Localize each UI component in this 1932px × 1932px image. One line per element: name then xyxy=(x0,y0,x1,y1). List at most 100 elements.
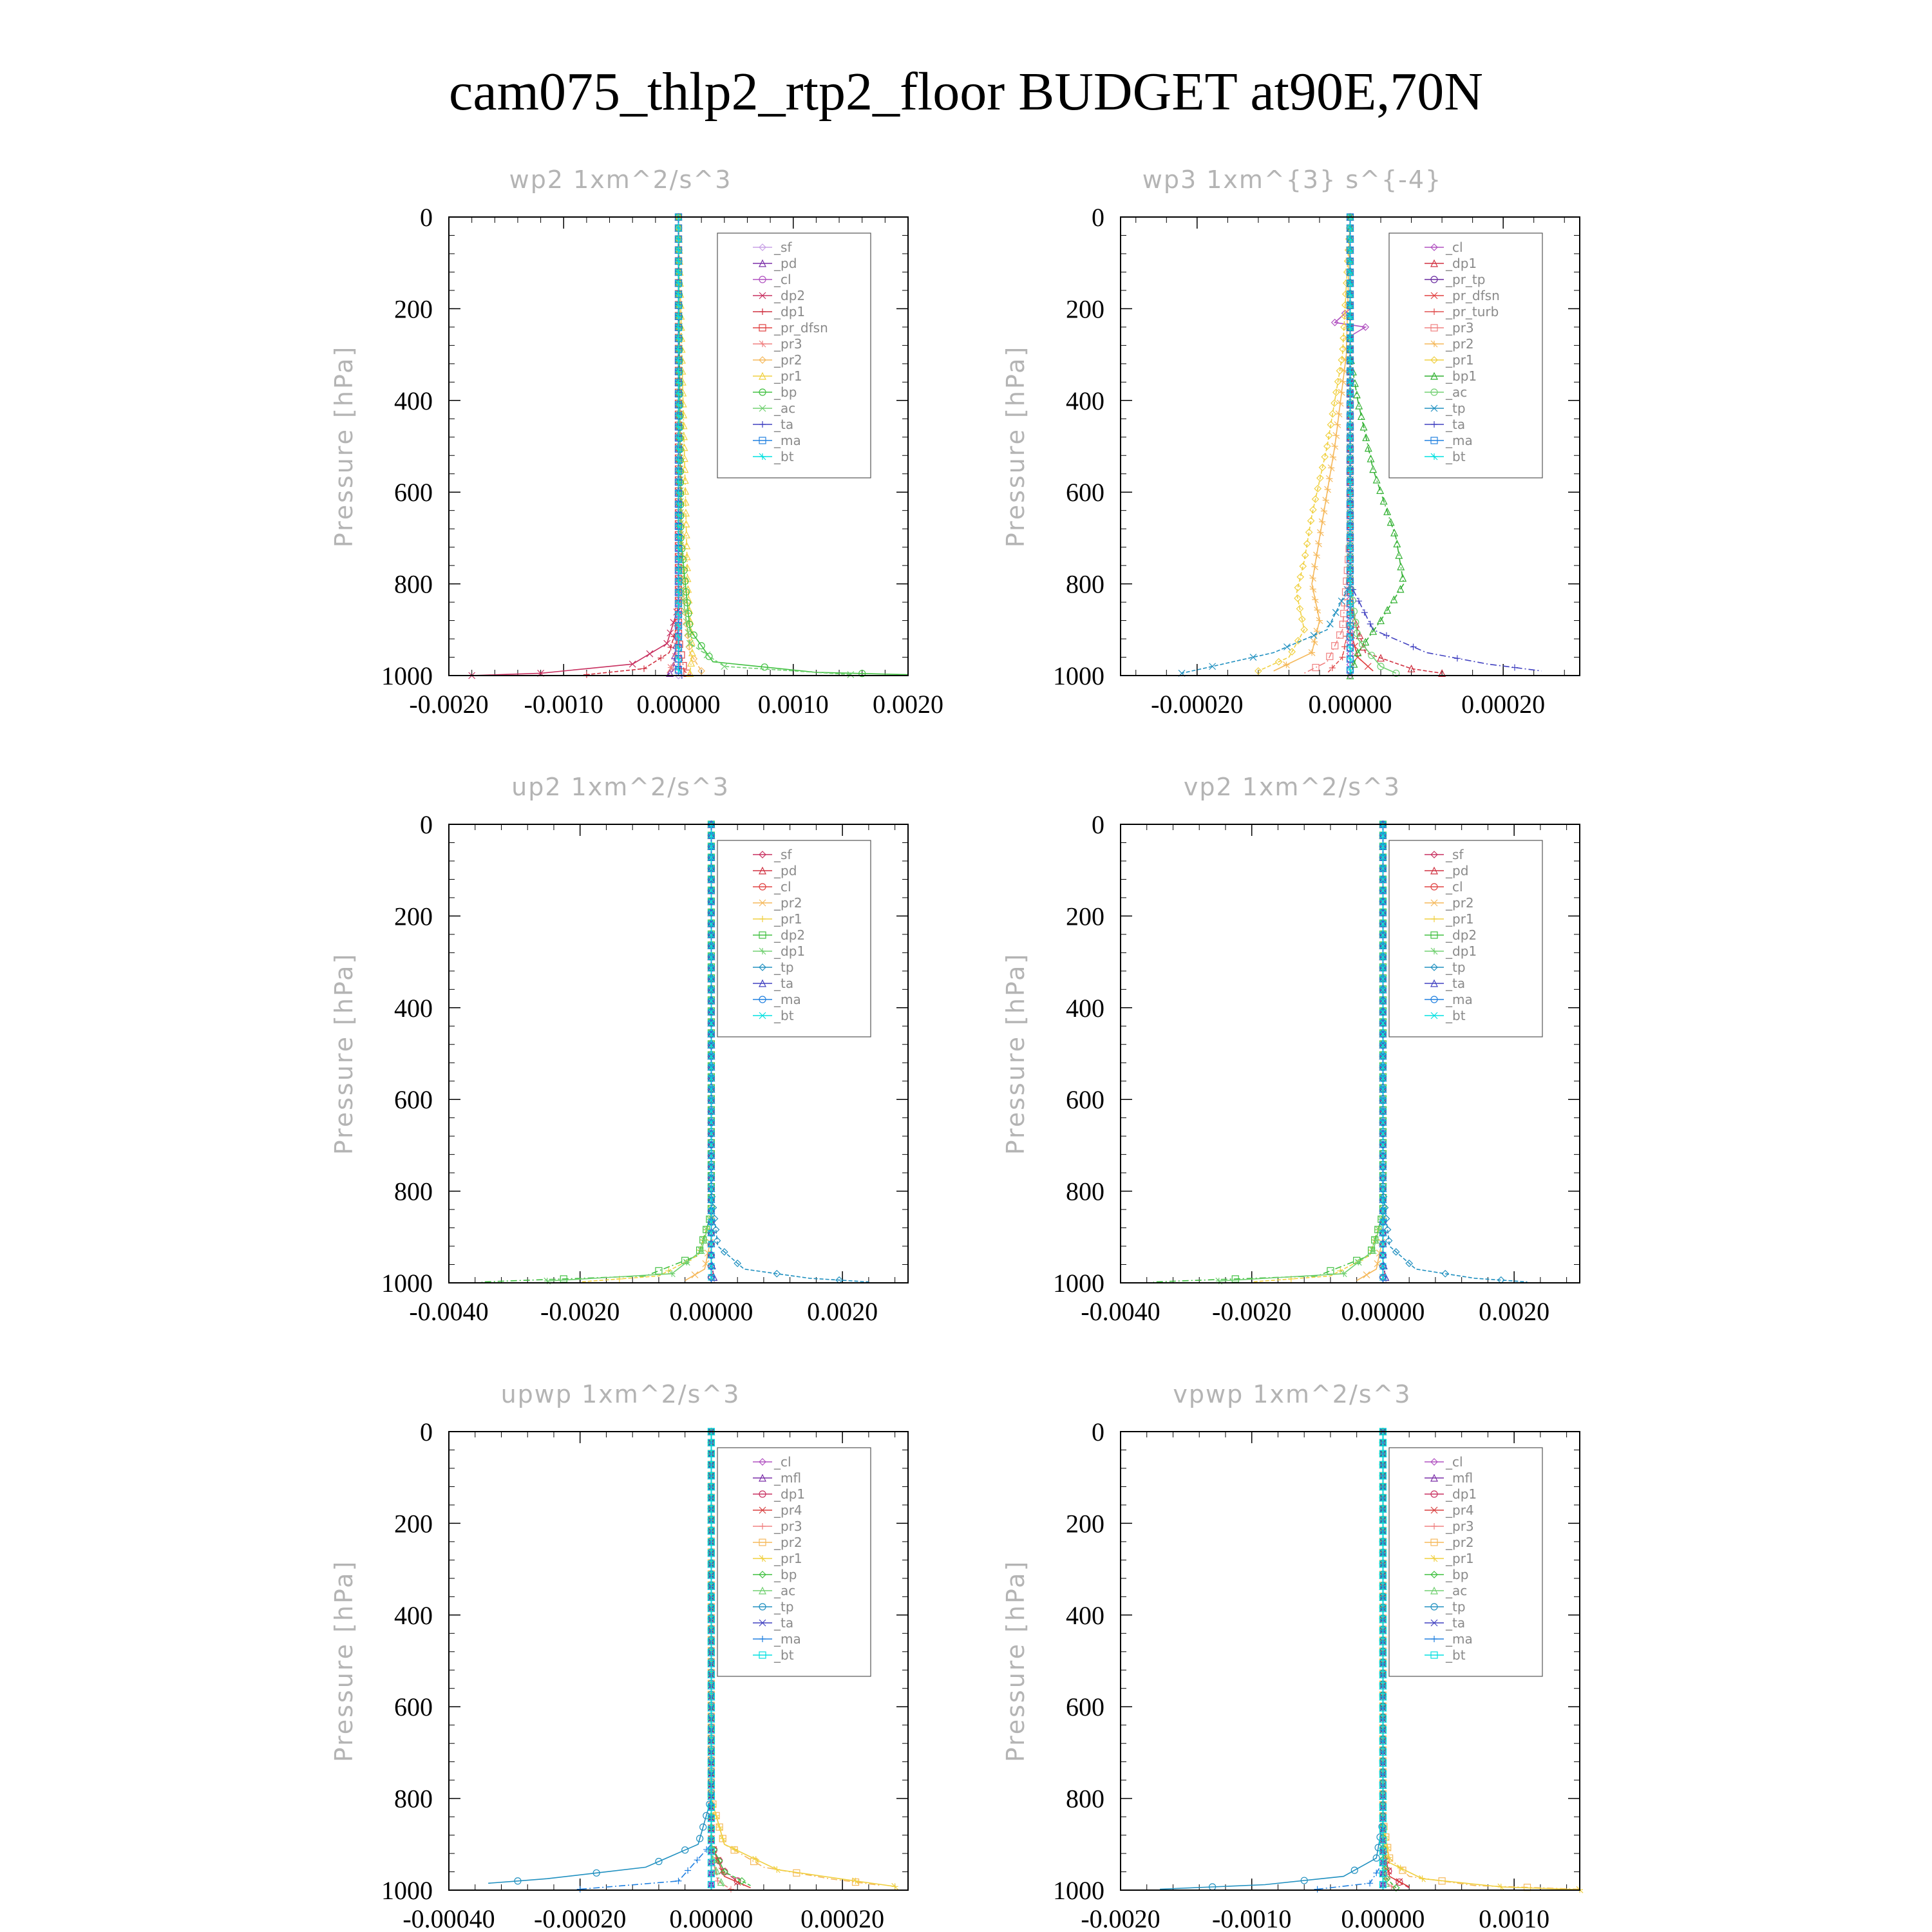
series-point xyxy=(1379,1185,1387,1193)
legend-label: _pr_dfsn xyxy=(1445,288,1500,303)
series-point xyxy=(1316,529,1324,536)
legend: _cl_mfl_dp1_pr4_pr3_pr2_pr1_bp_ac_tp_ta_… xyxy=(717,1447,871,1677)
legend-marker xyxy=(1431,916,1437,922)
series-point xyxy=(708,975,715,983)
series-point xyxy=(1383,632,1390,639)
series-point xyxy=(683,552,691,560)
series-point xyxy=(1347,224,1354,232)
series-point xyxy=(708,1262,715,1270)
series-point xyxy=(641,665,648,672)
series-bt xyxy=(1347,213,1354,676)
series-point xyxy=(707,1494,715,1502)
series-point xyxy=(1376,486,1385,495)
legend-label: _pr1 xyxy=(1445,352,1474,368)
legend-marker xyxy=(759,276,766,283)
series-dp1 xyxy=(544,820,715,1285)
series-point xyxy=(703,1846,710,1853)
series-point xyxy=(1347,379,1354,386)
legend-label: _dp1 xyxy=(773,1486,805,1502)
y-tick-label: 1000 xyxy=(381,661,433,690)
series-point xyxy=(852,1877,859,1885)
series-dp1 xyxy=(583,214,682,678)
y-tick-label: 600 xyxy=(394,478,433,507)
series-point xyxy=(682,620,690,628)
series-point xyxy=(1379,1450,1387,1457)
series-point xyxy=(1283,643,1291,650)
series-point xyxy=(708,1130,715,1137)
legend-marker xyxy=(1430,276,1438,283)
series-point xyxy=(1379,1262,1387,1270)
series-point xyxy=(1347,269,1354,276)
legend-label: _pr2 xyxy=(773,895,802,911)
series-point xyxy=(1379,1671,1387,1679)
series-point xyxy=(1347,522,1354,530)
series-point xyxy=(1379,887,1387,895)
legend-marker xyxy=(1430,1651,1438,1659)
y-tick-label: 200 xyxy=(394,902,433,931)
legend-marker xyxy=(759,324,766,332)
series-point xyxy=(697,1247,705,1255)
legend-label: _ac xyxy=(1445,1583,1467,1598)
legend-label: _cl xyxy=(1445,1454,1463,1470)
series-point xyxy=(1249,654,1257,661)
series-point xyxy=(1311,495,1320,504)
y-tick-label: 600 xyxy=(1066,1085,1104,1114)
legend-marker xyxy=(1430,851,1438,858)
legend-marker xyxy=(1430,388,1438,396)
legend-marker xyxy=(1430,899,1438,907)
series-point xyxy=(1325,431,1333,440)
series-point xyxy=(1350,1866,1358,1874)
series-point xyxy=(1379,1870,1387,1877)
series-point xyxy=(720,1248,728,1256)
legend-label: _ma xyxy=(773,433,801,448)
series-point xyxy=(1379,854,1387,861)
legend-marker xyxy=(759,292,766,299)
series-point xyxy=(773,1269,781,1278)
series-point xyxy=(1379,1041,1387,1049)
series-point xyxy=(1377,654,1385,662)
series-point xyxy=(1359,422,1368,431)
legend-marker xyxy=(759,1651,766,1659)
series-point xyxy=(675,423,682,431)
series-point xyxy=(686,639,694,647)
series-point xyxy=(708,1196,715,1204)
legend-label: _pr1 xyxy=(773,911,802,927)
series-line xyxy=(1153,824,1384,1283)
series-point xyxy=(694,1857,701,1864)
legend-label: _bp xyxy=(1445,1567,1468,1582)
series-ma xyxy=(1314,1428,1387,1893)
series-line xyxy=(580,1432,712,1890)
series-point xyxy=(731,1846,739,1853)
series-point xyxy=(1390,528,1399,536)
series-point xyxy=(1347,500,1354,508)
y-tick-label: 800 xyxy=(1066,1177,1104,1206)
series-point xyxy=(1390,595,1398,603)
series-point xyxy=(1347,468,1354,475)
series-point xyxy=(1379,831,1387,839)
legend-marker xyxy=(1430,1555,1438,1562)
series-point xyxy=(707,1649,715,1656)
series-point xyxy=(1347,457,1354,464)
series-point xyxy=(1209,663,1217,670)
series-point xyxy=(707,1604,715,1613)
series-point xyxy=(675,622,682,630)
series-point xyxy=(1379,1229,1387,1237)
y-tick-label: 600 xyxy=(394,1085,433,1114)
series-point xyxy=(1294,583,1302,592)
series-point xyxy=(675,578,682,585)
series-point xyxy=(1392,1248,1400,1256)
series-point xyxy=(1372,1236,1379,1244)
series-point xyxy=(707,1251,715,1259)
series-point xyxy=(1379,1130,1387,1137)
series-point xyxy=(734,1259,742,1267)
series-point xyxy=(773,1866,781,1873)
series-point xyxy=(697,667,705,675)
legend-label: _pr3 xyxy=(773,336,802,352)
legend-marker xyxy=(759,899,766,907)
series-bt xyxy=(707,1428,715,1890)
series-point xyxy=(1379,1240,1387,1248)
legend-label: _pd xyxy=(1445,863,1468,878)
series-point xyxy=(1347,478,1354,486)
legend-label: _pr2 xyxy=(1445,895,1474,911)
y-tick-label: 400 xyxy=(394,386,433,415)
